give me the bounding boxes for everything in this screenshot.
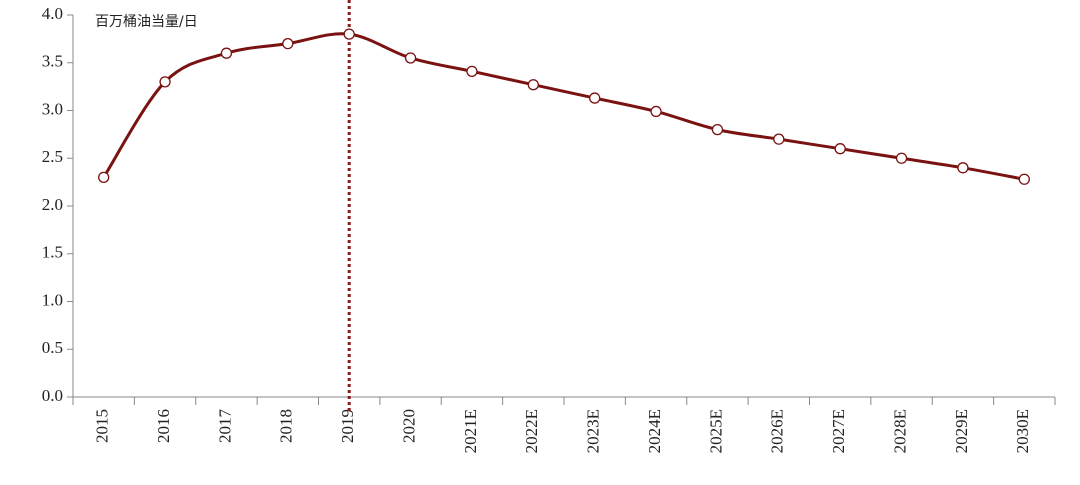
data-point [773,133,785,145]
x-tick-label: 2023E [584,409,603,453]
x-tick-label: 2016 [154,409,173,443]
data-line [102,32,1025,181]
x-tick-label: 2025E [706,409,725,453]
x-tick-label: 2020 [399,409,418,443]
data-point [650,105,662,118]
y-tick-label: 2.0 [42,195,63,214]
data-point [466,65,478,77]
x-tick-label: 2026E [768,409,787,453]
data-point [834,143,846,155]
data-point [895,152,908,164]
data-point [1018,173,1030,185]
data-point [527,79,539,91]
y-tick-label: 3.5 [42,52,63,71]
y-tick-label: 1.5 [42,243,63,262]
x-tick-label: 2029E [952,409,971,453]
y-tick-label: 3.0 [42,99,63,118]
x-tick-label: 2022E [522,409,541,453]
data-point [404,52,417,64]
y-tick-label: 4.0 [42,4,63,23]
x-tick-label: 2015 [93,409,112,443]
data-point [711,123,724,136]
data-point [282,38,294,50]
y-tick-label: 2.5 [42,147,63,166]
x-tick-label: 2028E [890,409,909,453]
x-tick-label: 2018 [277,409,296,443]
data-point [98,171,110,184]
unit-annotation: 百万桶油当量/日 [95,14,198,30]
data-point [957,162,969,174]
x-tick-label: 2027E [829,409,848,453]
data-point [343,28,355,40]
data-point [159,76,171,88]
x-tick-label: 2019 [338,409,357,443]
y-tick-label: 0.0 [42,386,63,405]
x-tick-label: 2021E [461,409,480,453]
data-point [220,47,233,59]
data-point [589,92,601,104]
x-tick-label: 2030E [1013,409,1032,453]
y-tick-label: 1.0 [42,290,63,309]
x-tick-label: 2017 [215,409,234,444]
x-tick-label: 2024E [645,409,664,453]
y-tick-label: 0.5 [42,338,63,357]
